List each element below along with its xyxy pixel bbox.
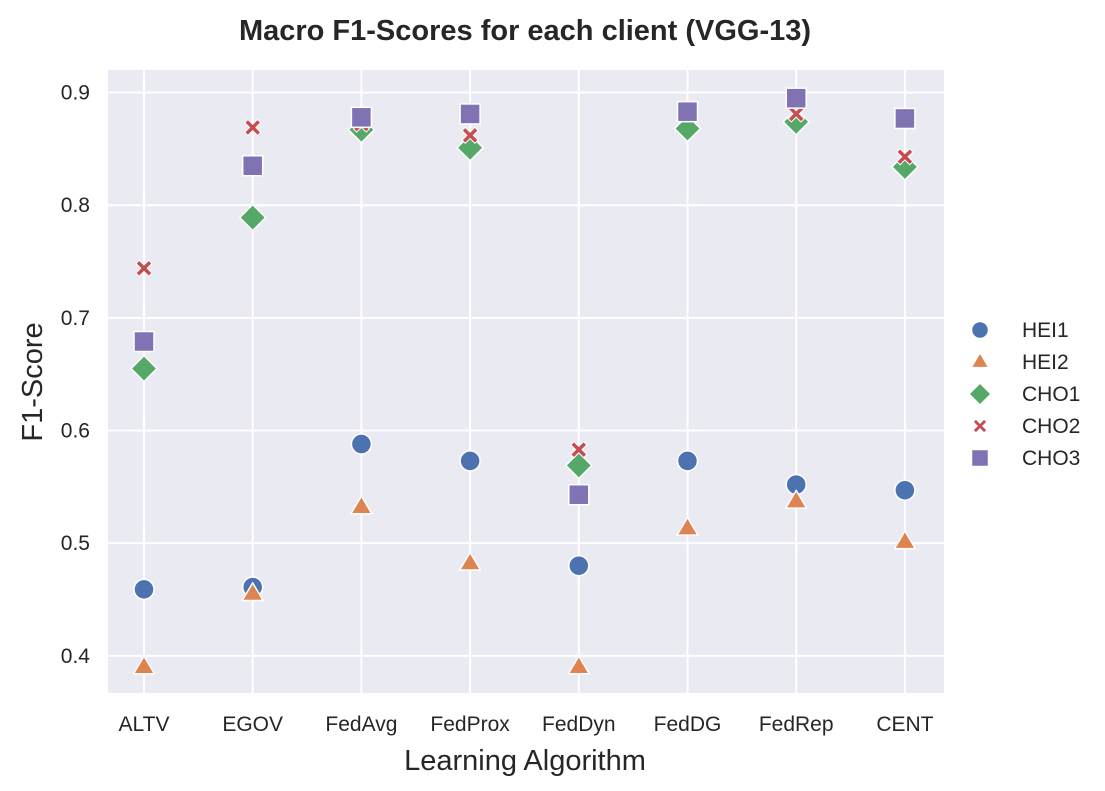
x-tick-label: CENT (876, 713, 933, 736)
legend-marker-cho1 (967, 381, 993, 407)
data-point-hei2 (132, 654, 156, 675)
data-point-cho2 (570, 440, 588, 459)
legend-label: CHO3 (1022, 447, 1080, 470)
data-point-cho1 (782, 107, 811, 136)
data-point-cho1 (564, 451, 593, 480)
x-tick-label: FedDG (654, 713, 722, 736)
data-point-hei2 (240, 581, 265, 602)
x-tick-label: FedAvg (325, 713, 397, 736)
data-point-cho3 (133, 330, 155, 353)
data-point-hei2 (458, 550, 482, 571)
data-point-hei1 (676, 450, 699, 472)
x-tick-label: FedDyn (542, 713, 616, 736)
y-tick-label: 0.9 (61, 82, 90, 105)
legend: HEI1 HEI2 CHO1 CHO2 CHO3 (967, 319, 1080, 470)
y-tick-label: 0.6 (61, 420, 90, 443)
x-tick-label: FedRep (759, 713, 834, 736)
data-marks (129, 87, 919, 675)
data-point-hei2 (567, 654, 591, 675)
y-tick-label: 0.4 (61, 645, 91, 668)
legend-item-hei1: HEI1 (970, 319, 1069, 342)
x-tick-label: EGOV (222, 713, 283, 736)
data-point-hei1 (568, 554, 590, 577)
legend-label: HEI1 (1022, 319, 1069, 342)
data-point-hei2 (349, 494, 374, 515)
legend-item-cho2: CHO2 (972, 415, 1080, 438)
chart-title: Macro F1-Scores for each client (VGG-13) (239, 15, 811, 47)
data-point-hei1 (894, 479, 916, 501)
x-tick-label: FedProx (430, 713, 510, 736)
data-point-hei2 (675, 516, 700, 536)
data-point-hei1 (350, 433, 373, 455)
x-axis-label: Learning Algorithm (404, 745, 646, 777)
data-point-cho1 (238, 203, 267, 232)
legend-marker-cho2 (972, 418, 988, 434)
legend-label: CHO1 (1022, 383, 1080, 406)
data-point-cho3 (459, 103, 481, 125)
data-point-cho2 (896, 148, 914, 166)
y-tick-label: 0.7 (61, 307, 90, 330)
legend-item-cho3: CHO3 (970, 447, 1080, 470)
data-point-cho1 (129, 354, 159, 383)
y-tick-label: 0.8 (61, 194, 90, 217)
legend-label: CHO2 (1022, 415, 1080, 438)
legend-marker-cho3 (970, 448, 990, 468)
data-point-cho3 (241, 155, 264, 177)
data-point-cho3 (350, 106, 373, 129)
data-point-hei2 (893, 529, 917, 550)
x-tick-labels: ALTV EGOV FedAvg FedProx FedDyn FedDG FedRep CE… (119, 713, 934, 736)
data-point-cho2 (135, 259, 153, 277)
data-point-cho3 (785, 87, 807, 109)
grid (108, 70, 944, 693)
legend-item-hei2: HEI2 (969, 351, 1069, 374)
x-tick-label: ALTV (119, 713, 170, 736)
data-point-hei2 (784, 489, 808, 509)
y-tick-labels: 0.4 0.5 0.6 0.7 0.8 0.9 (61, 82, 91, 668)
legend-label: HEI2 (1022, 351, 1069, 374)
data-point-hei1 (133, 578, 155, 601)
data-point-cho2 (243, 118, 262, 137)
data-point-hei1 (459, 450, 481, 472)
data-point-cho3 (676, 100, 699, 123)
y-axis-label: F1-Score (17, 322, 49, 441)
y-tick-label: 0.5 (61, 532, 90, 555)
data-point-cho3 (894, 107, 916, 130)
legend-marker-hei1 (970, 320, 990, 340)
legend-item-cho1: CHO1 (967, 381, 1080, 407)
data-point-cho2 (461, 126, 479, 145)
data-point-cho2 (787, 105, 805, 123)
series-cho3 (133, 87, 916, 506)
legend-marker-hei2 (969, 351, 991, 369)
data-point-cho3 (568, 483, 590, 506)
plot-area (108, 70, 944, 693)
series-hei2 (132, 489, 917, 675)
